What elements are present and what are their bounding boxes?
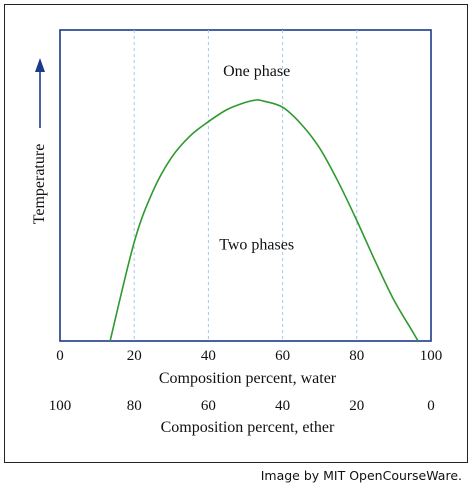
x-tick-label-water: 80 xyxy=(349,348,364,364)
figure-frame xyxy=(4,4,468,463)
x-tick-label-ether: 40 xyxy=(275,398,290,414)
x-tick-label-ether: 20 xyxy=(349,398,364,414)
annotation-one-phase: One phase xyxy=(223,63,290,80)
annotation-two-phases: Two phases xyxy=(219,237,294,254)
x-tick-label-water: 40 xyxy=(201,348,216,364)
x-axis-label-water: Composition percent, water xyxy=(159,370,337,387)
x-tick-label-water: 20 xyxy=(127,348,142,364)
plot-area xyxy=(59,29,432,342)
image-credit: Image by MIT OpenCourseWare. xyxy=(260,468,462,483)
y-axis-label: Temperature xyxy=(31,144,48,225)
phase-boundary-curve xyxy=(109,99,419,342)
x-tick-label-water: 0 xyxy=(56,348,64,364)
up-arrow-icon xyxy=(35,58,45,128)
x-tick-label-ether: 60 xyxy=(201,398,216,414)
x-tick-label-water: 60 xyxy=(275,348,290,364)
x-tick-label-ether: 0 xyxy=(427,398,435,414)
x-tick-label-ether: 100 xyxy=(49,398,72,414)
x-tick-label-ether: 80 xyxy=(127,398,142,414)
x-tick-label-water: 100 xyxy=(420,348,443,364)
x-axis-label-ether: Composition percent, ether xyxy=(161,419,335,436)
